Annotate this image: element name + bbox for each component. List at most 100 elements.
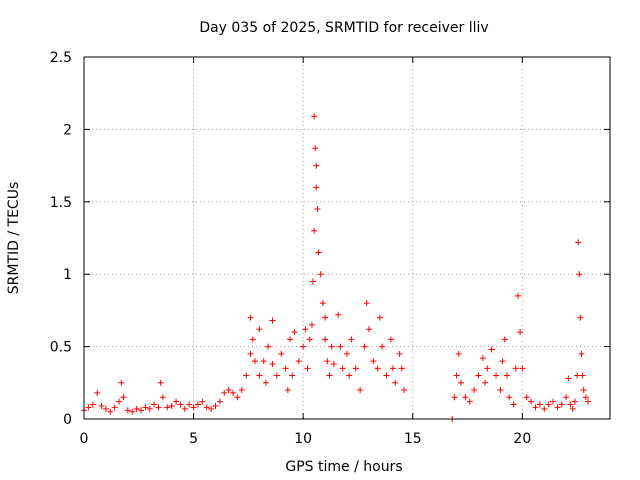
data-point [344,350,350,357]
data-point [574,372,581,379]
data-point [390,365,397,372]
data-point [251,358,258,365]
data-point [317,271,324,278]
data-point [585,398,592,405]
data-point [451,394,458,401]
data-point [365,326,372,333]
data-point [168,402,175,409]
data-point [563,394,570,401]
data-point [314,206,321,213]
data-point [313,184,320,191]
data-point [199,398,206,405]
data-point [186,401,193,408]
data-point [396,350,403,357]
data-point [576,271,583,278]
data-point [379,343,386,350]
data-point [312,145,319,152]
data-point [510,401,517,408]
data-point [107,408,114,415]
data-point [578,350,585,357]
data-point [328,343,335,350]
data-point [94,389,101,396]
data-point [304,365,311,372]
plot-frame [83,56,611,420]
data-point [247,314,254,321]
data-point [173,398,180,405]
data-point [475,372,482,379]
y-tick-label: 0 [63,412,72,428]
data-point [265,343,272,350]
data-point [234,394,241,401]
data-point [208,405,215,412]
data-point [512,365,519,372]
data-point [558,401,565,408]
data-point [284,387,291,394]
data-point [337,343,344,350]
data-point [221,389,228,396]
data-point [249,336,256,343]
y-tick-label: 2.5 [50,50,72,66]
data-point [273,372,280,379]
data-point [326,372,333,379]
data-point [339,365,346,372]
data-point [287,336,294,343]
data-point [118,379,125,386]
data-point [352,365,359,372]
y-axis-label: SRMTID / TECUs [6,182,22,295]
data-point [308,321,315,328]
data-point [324,358,331,365]
data-point [493,372,500,379]
data-point [497,387,504,394]
data-point [102,405,109,412]
data-point [289,372,296,379]
data-point [466,398,473,405]
data-point [243,372,250,379]
data-point [357,387,364,394]
data-point [295,358,302,365]
data-point [488,346,495,353]
data-point [506,394,513,401]
data-point [137,407,144,414]
data-point [523,394,530,401]
axis-ticks: 0 5 10 15 20 0 0.5 1 1.5 2 2.5 [50,50,610,447]
data-point [313,162,320,169]
grid-layer [84,57,610,419]
x-tick-label: 20 [513,431,531,447]
data-point [278,350,285,357]
data-point [582,394,589,401]
data-point [571,398,578,405]
data-point [484,365,491,372]
data-point [85,404,92,411]
data-point [330,360,337,367]
data-point [363,300,370,307]
data-point [315,249,322,256]
data-point [453,372,460,379]
data-point [457,379,464,386]
data-point [194,401,201,408]
data-point [319,300,326,307]
x-tick-label: 5 [189,431,198,447]
data-point [291,329,298,336]
data-point [133,405,140,412]
data-point [116,398,123,405]
data-point [519,365,526,372]
data-point [361,343,368,350]
data-point [157,379,164,386]
data-point [579,372,586,379]
data-point [311,227,318,234]
x-tick-label: 0 [80,431,89,447]
data-point [541,405,548,412]
data-point [216,398,223,405]
data-point [482,379,489,386]
x-tick-label: 10 [294,431,312,447]
data-point [517,329,524,336]
data-point [203,404,210,411]
data-point [306,336,313,343]
data-point [387,336,394,343]
data-point [282,365,289,372]
data-point [260,358,267,365]
data-point [225,387,232,394]
data-point [262,379,269,386]
data-point [577,314,584,321]
data-point [181,405,188,412]
